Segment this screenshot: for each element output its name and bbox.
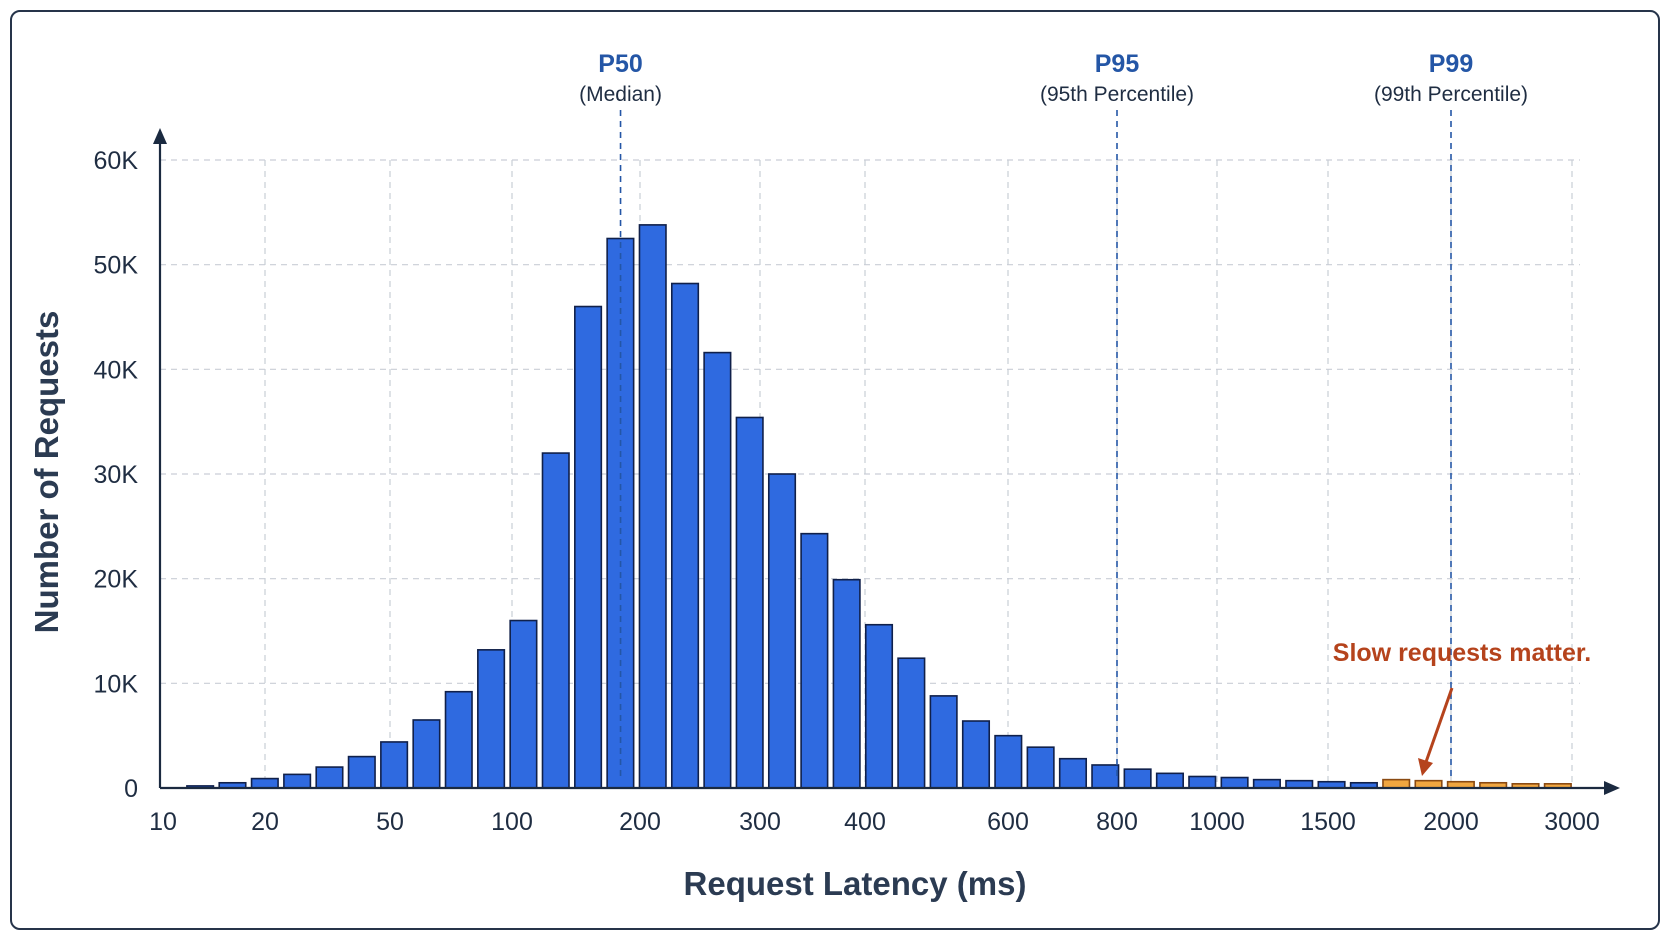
percentile-sublabel: (Median) bbox=[579, 83, 662, 106]
histogram-bar bbox=[703, 351, 732, 789]
slow-requests-annotation: Slow requests matter. bbox=[1333, 639, 1591, 667]
x-tick-label: 200 bbox=[619, 808, 661, 836]
histogram-bar bbox=[670, 282, 700, 789]
histogram-bar bbox=[1188, 775, 1217, 789]
histogram-bar bbox=[1026, 746, 1055, 789]
x-tick-label: 800 bbox=[1096, 808, 1138, 836]
histogram-bar bbox=[283, 773, 312, 789]
histogram-bar bbox=[638, 224, 667, 789]
y-tick-label: 50K bbox=[94, 252, 139, 280]
histogram-bar bbox=[1058, 757, 1088, 789]
histogram-bar bbox=[412, 719, 441, 789]
histogram-bar bbox=[380, 741, 409, 789]
y-tick-label: 60K bbox=[94, 147, 139, 175]
percentile-label: P95 bbox=[1095, 50, 1140, 78]
histogram-bar bbox=[1252, 778, 1281, 789]
x-tick-label: 3000 bbox=[1544, 808, 1600, 836]
percentile-label: P99 bbox=[1429, 50, 1473, 78]
percentile-markers: P50 (Median) P95 (95th Percentile) P99 (99th … bbox=[579, 50, 1528, 780]
percentile-label: P50 bbox=[598, 50, 642, 78]
histogram-bar bbox=[1155, 772, 1184, 789]
x-tick-label: 2000 bbox=[1423, 808, 1479, 836]
histogram-bar bbox=[1220, 776, 1249, 789]
histogram-bar bbox=[509, 619, 538, 789]
percentile-sublabel: (95th Percentile) bbox=[1040, 83, 1194, 106]
x-tick-label: 50 bbox=[376, 808, 404, 836]
y-axis-arrow-icon bbox=[153, 128, 167, 144]
y-tick-label: 20K bbox=[94, 566, 139, 594]
histogram-bar bbox=[735, 416, 764, 789]
x-tick-label: 10 bbox=[149, 808, 177, 836]
histogram-bar bbox=[832, 578, 861, 789]
histogram-bar bbox=[347, 755, 376, 789]
histogram-bar bbox=[897, 657, 926, 789]
y-tick-label: 0 bbox=[124, 775, 138, 803]
x-tick-label: 1500 bbox=[1300, 808, 1356, 836]
annotation-arrow-line bbox=[1424, 687, 1454, 763]
histogram-bar bbox=[444, 690, 473, 789]
y-axis-label: Number of Requests bbox=[28, 311, 65, 634]
y-tick-label: 30K bbox=[94, 461, 139, 489]
histogram-bar bbox=[961, 720, 991, 789]
x-tick-label: 20 bbox=[251, 808, 279, 836]
histogram-bar bbox=[477, 649, 506, 789]
slow-request-bar bbox=[1382, 778, 1411, 789]
histogram-bar bbox=[1123, 768, 1152, 789]
x-tick-label: 400 bbox=[844, 808, 886, 836]
percentile-sublabel: (99th Percentile) bbox=[1374, 83, 1528, 106]
histogram-bar bbox=[1091, 764, 1120, 789]
bars bbox=[186, 224, 1572, 789]
x-tick-label: 600 bbox=[987, 808, 1029, 836]
x-axis-arrow-icon bbox=[1604, 781, 1620, 795]
histogram-bar bbox=[994, 734, 1023, 789]
histogram-bar bbox=[800, 532, 829, 789]
x-tick-label: 100 bbox=[491, 808, 533, 836]
x-axis-label: Request Latency (ms) bbox=[684, 865, 1027, 902]
annotation-group: Slow requests matter. bbox=[1333, 639, 1591, 776]
histogram-bar bbox=[929, 695, 958, 789]
x-tick-label: 300 bbox=[739, 808, 781, 836]
y-tick-label: 40K bbox=[94, 356, 139, 384]
histogram-bar bbox=[315, 766, 344, 789]
histogram-bar bbox=[767, 473, 797, 789]
histogram-bar bbox=[574, 305, 603, 789]
histogram-bar bbox=[250, 777, 279, 789]
axes: 0 10K 20K 30K 40K 50K 60K 10 20 50 100 200 300 400 600… bbox=[94, 128, 1620, 836]
histogram-bar bbox=[864, 623, 894, 789]
annotation-arrow-icon bbox=[1418, 758, 1433, 776]
x-tick-label: 1000 bbox=[1189, 808, 1245, 836]
y-tick-label: 10K bbox=[94, 670, 139, 698]
histogram-bar bbox=[541, 452, 570, 789]
